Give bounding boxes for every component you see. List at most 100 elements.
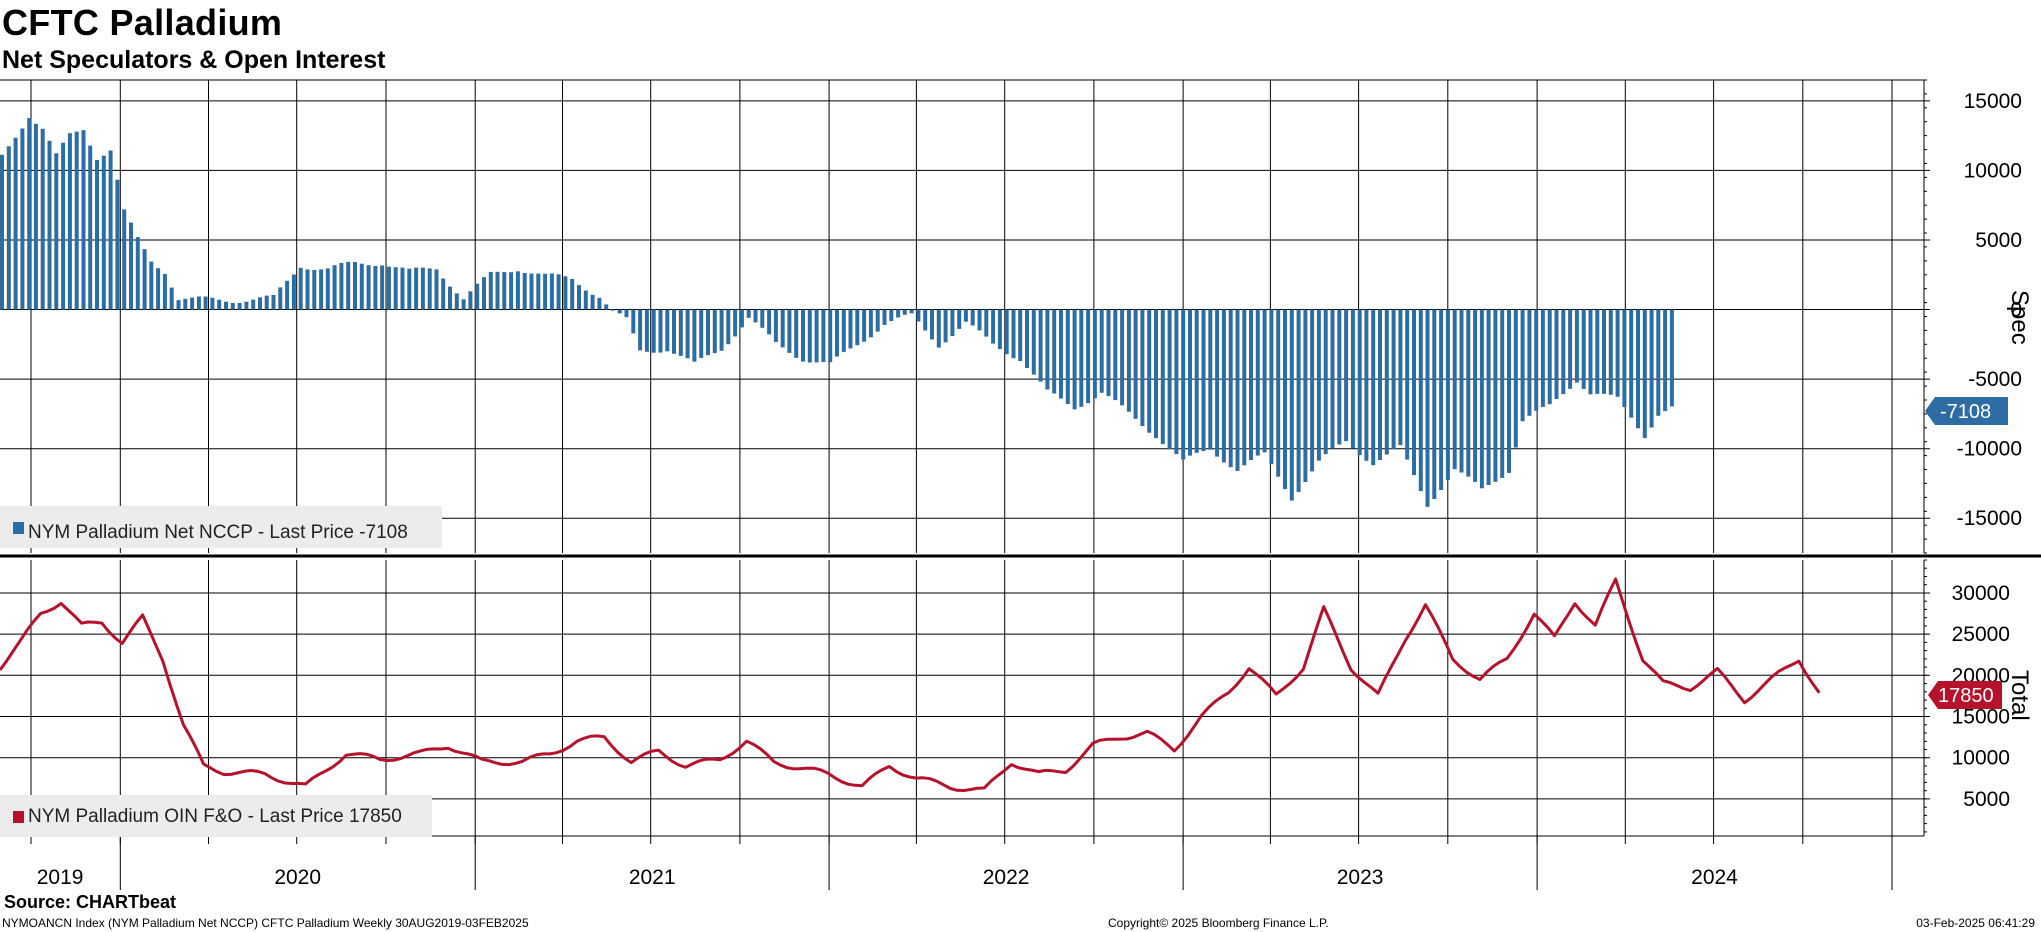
- spec-bar: [814, 309, 819, 363]
- spec-bar: [1608, 309, 1613, 395]
- spec-bar: [522, 273, 527, 310]
- spec-bar: [1140, 309, 1145, 427]
- spec-bar: [271, 295, 276, 310]
- spec-bar: [1269, 309, 1274, 465]
- spec-bar: [882, 309, 887, 325]
- spec-bar: [821, 309, 826, 363]
- spec-bar: [868, 309, 873, 338]
- spec-bar: [1330, 309, 1335, 449]
- spec-bar: [475, 283, 480, 310]
- spec-bar: [1405, 309, 1410, 460]
- spec-bar: [264, 295, 269, 310]
- spec-bar: [875, 309, 880, 332]
- spec-bar: [420, 267, 425, 310]
- spec-bar: [936, 309, 941, 348]
- footer-timestamp: 03-Feb-2025 06:41:29: [1916, 916, 2035, 930]
- spec-bar: [1113, 309, 1118, 401]
- spec-bar: [1357, 309, 1362, 456]
- spec-bar: [733, 309, 738, 337]
- spec-bar: [414, 267, 419, 310]
- spec-bar: [1018, 309, 1023, 361]
- spec-bar: [1364, 309, 1369, 461]
- spec-bar: [1283, 309, 1287, 490]
- spec-bar: [203, 296, 208, 310]
- spec-bar: [244, 301, 249, 310]
- total-panel-grid: [0, 560, 1930, 837]
- spec-bar: [923, 309, 928, 331]
- spec-bar: [624, 309, 629, 318]
- spec-bar: [88, 145, 93, 310]
- footer-copyright: Copyright© 2025 Bloomberg Finance L.P.: [1108, 916, 1329, 930]
- spec-bar: [1520, 309, 1525, 422]
- spec-bar: [74, 131, 79, 310]
- spec-last-badge: -7108: [1925, 397, 2008, 425]
- spec-bar: [896, 309, 901, 318]
- spec-bar: [27, 118, 32, 310]
- spec-bar: [638, 309, 643, 351]
- spec-bar: [1303, 309, 1308, 482]
- spec-bar: [13, 137, 18, 310]
- spec-bar: [81, 130, 86, 310]
- spec-bar: [1045, 309, 1050, 390]
- spec-bar: [1310, 309, 1315, 472]
- spec-bar: [1323, 309, 1328, 455]
- spec-bar: [855, 309, 860, 346]
- spec-bar: [957, 309, 962, 329]
- spec-bar: [930, 309, 934, 340]
- footer-left: NYMOANCN Index (NYM Palladium Net NCCP) …: [2, 916, 529, 930]
- spec-tick-label: 5000: [1975, 229, 2022, 252]
- spec-bar: [787, 309, 792, 353]
- spec-bar: [1561, 309, 1566, 395]
- total-last-value: 17850: [1938, 685, 1994, 707]
- spec-bar: [230, 303, 235, 310]
- spec-bar: [1031, 309, 1036, 375]
- spec-bar: [135, 237, 140, 310]
- spec-y-axis: 15000 10000 5000 0 -5000 -10000 -15000: [1924, 79, 2022, 554]
- spec-bar: [1221, 309, 1226, 463]
- spec-bar: [6, 146, 11, 310]
- spec-bar: [746, 309, 751, 318]
- total-series-line: [0, 577, 1821, 792]
- spec-bar: [862, 309, 867, 342]
- spec-bar: [1106, 309, 1111, 397]
- spec-bar: [1235, 309, 1240, 471]
- spec-bar: [617, 309, 622, 314]
- spec-bar: [108, 150, 113, 310]
- spec-bar: [1350, 309, 1355, 449]
- spec-bar: [577, 285, 581, 310]
- spec-bar: [0, 154, 4, 310]
- spec-bar: [1201, 309, 1206, 452]
- spec-bar: [549, 273, 554, 310]
- spec-bar: [1337, 309, 1342, 445]
- spec-bar: [1276, 309, 1281, 477]
- spec-bar: [1642, 309, 1647, 439]
- spec-bar: [149, 261, 154, 310]
- spec-bar: [997, 309, 1002, 350]
- spec-bar: [909, 309, 914, 314]
- spec-bar: [502, 272, 507, 310]
- spec-bar: [1120, 309, 1125, 406]
- spec-bar: [237, 303, 242, 310]
- spec-last-value: -7108: [1940, 401, 1991, 423]
- spec-bar: [1099, 309, 1104, 393]
- spec-bar: [848, 309, 853, 349]
- spec-bar: [1126, 309, 1131, 412]
- spec-bar: [115, 179, 120, 310]
- spec-bar: [176, 300, 181, 310]
- spec-bar: [1344, 309, 1349, 442]
- spec-bar: [1059, 309, 1063, 399]
- spec-bar: [1574, 309, 1579, 383]
- spec-bar: [556, 274, 561, 310]
- spec-bar: [610, 309, 615, 311]
- spec-bar: [298, 267, 303, 310]
- spec-bar: [536, 273, 541, 310]
- chart-title: CFTC Palladium: [2, 2, 283, 43]
- spec-bar: [991, 309, 996, 344]
- spec-bar: [162, 274, 167, 310]
- spec-legend-text: NYM Palladium Net NCCP - Last Price -710…: [28, 522, 408, 543]
- spec-bar: [454, 293, 459, 310]
- spec-tick-label: 0: [2010, 299, 2022, 322]
- spec-bar: [1154, 309, 1158, 439]
